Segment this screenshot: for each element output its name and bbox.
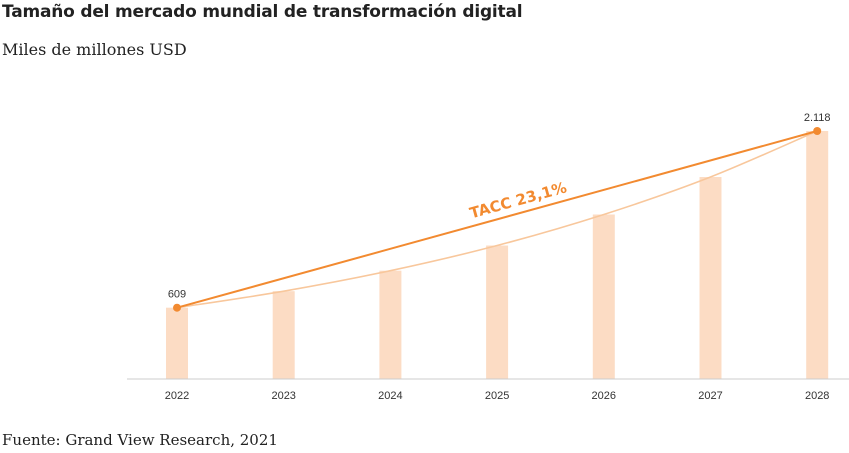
data-label-2028: 2.118 (804, 112, 831, 124)
x-tick-label: 2025 (485, 390, 509, 402)
bar-2028 (806, 131, 829, 379)
bar-2027 (699, 177, 722, 379)
x-tick-label: 2022 (165, 390, 189, 402)
cagr-label: TACC 23,1% (468, 178, 569, 222)
x-tick-label: 2024 (378, 390, 402, 402)
bar-2022 (166, 307, 188, 379)
x-tick-label: 2027 (698, 390, 722, 402)
x-tick-label: 2028 (805, 390, 829, 402)
data-label-2022: 609 (168, 289, 186, 301)
bar-2026 (592, 214, 615, 379)
chart-subtitle: Miles de millones USD (2, 40, 187, 59)
bar-2025 (486, 245, 509, 379)
bar-2024 (379, 270, 402, 379)
start-point-marker (173, 303, 181, 312)
bar-2023 (272, 291, 295, 379)
x-tick-label: 2026 (592, 390, 616, 402)
cagr-line (176, 130, 818, 309)
x-tick-label: 2023 (271, 390, 295, 402)
end-point-marker (813, 127, 822, 135)
growth-curve (176, 130, 818, 309)
source-note: Fuente: Grand View Research, 2021 (2, 431, 278, 449)
chart-title: Tamaño del mercado mundial de transforma… (2, 2, 523, 22)
